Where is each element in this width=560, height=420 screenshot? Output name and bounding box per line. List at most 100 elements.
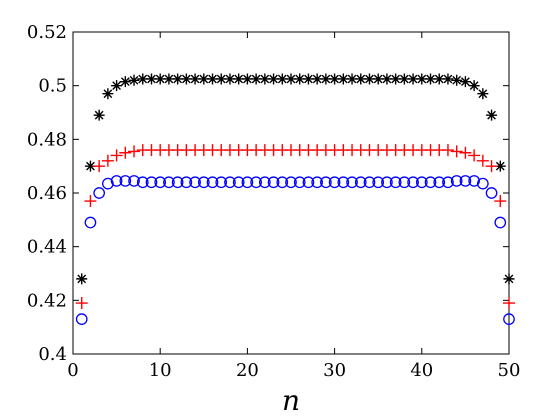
y-tick-label: 0.42 (27, 290, 67, 311)
series-plus (75, 144, 515, 310)
data-point (110, 149, 123, 162)
data-point (346, 176, 358, 189)
data-point (154, 176, 167, 189)
data-point (320, 176, 332, 189)
data-point (180, 73, 192, 85)
data-point (451, 74, 463, 86)
data-point (302, 176, 315, 189)
data-point (268, 73, 280, 85)
data-point (232, 176, 245, 189)
data-point (398, 176, 411, 189)
data-point (503, 313, 515, 325)
data-point (311, 73, 323, 85)
data-point (476, 154, 489, 167)
y-axis: 0.4 0.42 0.44 0.46 0.48 0.5 0.52 (27, 22, 509, 365)
data-point (407, 73, 419, 85)
data-point (450, 175, 463, 187)
data-point (258, 176, 271, 189)
data-point (259, 73, 271, 85)
data-point (372, 73, 384, 85)
data-point (337, 73, 349, 85)
data-point (128, 145, 141, 158)
data-point (486, 109, 498, 121)
y-tick-label: 0.46 (27, 183, 67, 204)
data-point (441, 144, 454, 157)
x-tick-label: 40 (410, 360, 433, 381)
x-tick-label: 20 (236, 360, 259, 381)
y-tick-label: 0.5 (38, 76, 67, 97)
data-point (250, 176, 262, 189)
series-circle (75, 175, 515, 325)
data-point (468, 80, 480, 92)
data-point (224, 73, 236, 85)
data-point (468, 175, 480, 187)
data-point (494, 216, 507, 229)
data-point (328, 176, 341, 189)
data-point (442, 73, 454, 85)
data-point (354, 176, 367, 189)
data-point (119, 76, 131, 88)
data-point (503, 297, 515, 310)
data-point (329, 73, 341, 85)
data-point (459, 146, 472, 159)
data-point (398, 73, 410, 85)
data-point (145, 176, 158, 189)
data-point (206, 176, 219, 189)
data-point (415, 176, 428, 189)
data-point (407, 176, 419, 189)
data-point (503, 273, 515, 285)
data-point (154, 73, 166, 85)
data-point (93, 109, 105, 121)
data-point (198, 73, 210, 85)
series-asterisk (76, 73, 515, 285)
data-point (215, 176, 228, 189)
data-point (189, 176, 201, 189)
data-point (224, 176, 236, 189)
data-point (381, 176, 393, 189)
data-point (75, 313, 88, 325)
data-point (477, 88, 489, 100)
data-point (102, 177, 114, 190)
data-point (494, 160, 506, 172)
data-point (285, 176, 297, 189)
data-point (433, 73, 445, 85)
y-tick-label: 0.4 (38, 344, 67, 365)
data-point (293, 176, 306, 189)
y-tick-label: 0.52 (27, 22, 67, 43)
data-point (285, 73, 297, 85)
x-tick-label: 0 (67, 360, 78, 381)
data-series (75, 73, 515, 325)
data-point (84, 216, 97, 229)
data-point (363, 73, 375, 85)
data-point (136, 176, 149, 189)
data-point (207, 73, 219, 85)
data-point (450, 145, 463, 158)
data-point (84, 195, 97, 208)
data-point (459, 175, 472, 187)
y-tick-label: 0.48 (27, 129, 67, 150)
x-tick-label: 30 (323, 360, 346, 381)
data-point (372, 176, 385, 189)
data-point (215, 73, 227, 85)
data-point (468, 149, 481, 162)
data-point (416, 73, 428, 85)
data-point (128, 74, 140, 86)
data-point (363, 176, 376, 189)
data-point (84, 160, 96, 172)
data-point (433, 176, 446, 189)
data-point (189, 73, 201, 85)
data-point (425, 73, 437, 85)
data-point (163, 73, 175, 85)
data-point (424, 176, 437, 189)
data-point (233, 73, 245, 85)
data-point (346, 73, 358, 85)
data-point (476, 177, 489, 190)
data-point (102, 88, 114, 100)
data-point (485, 160, 498, 173)
data-point (276, 73, 288, 85)
data-point (101, 154, 114, 167)
data-point (76, 273, 88, 285)
data-point (390, 73, 402, 85)
data-point (459, 76, 471, 88)
